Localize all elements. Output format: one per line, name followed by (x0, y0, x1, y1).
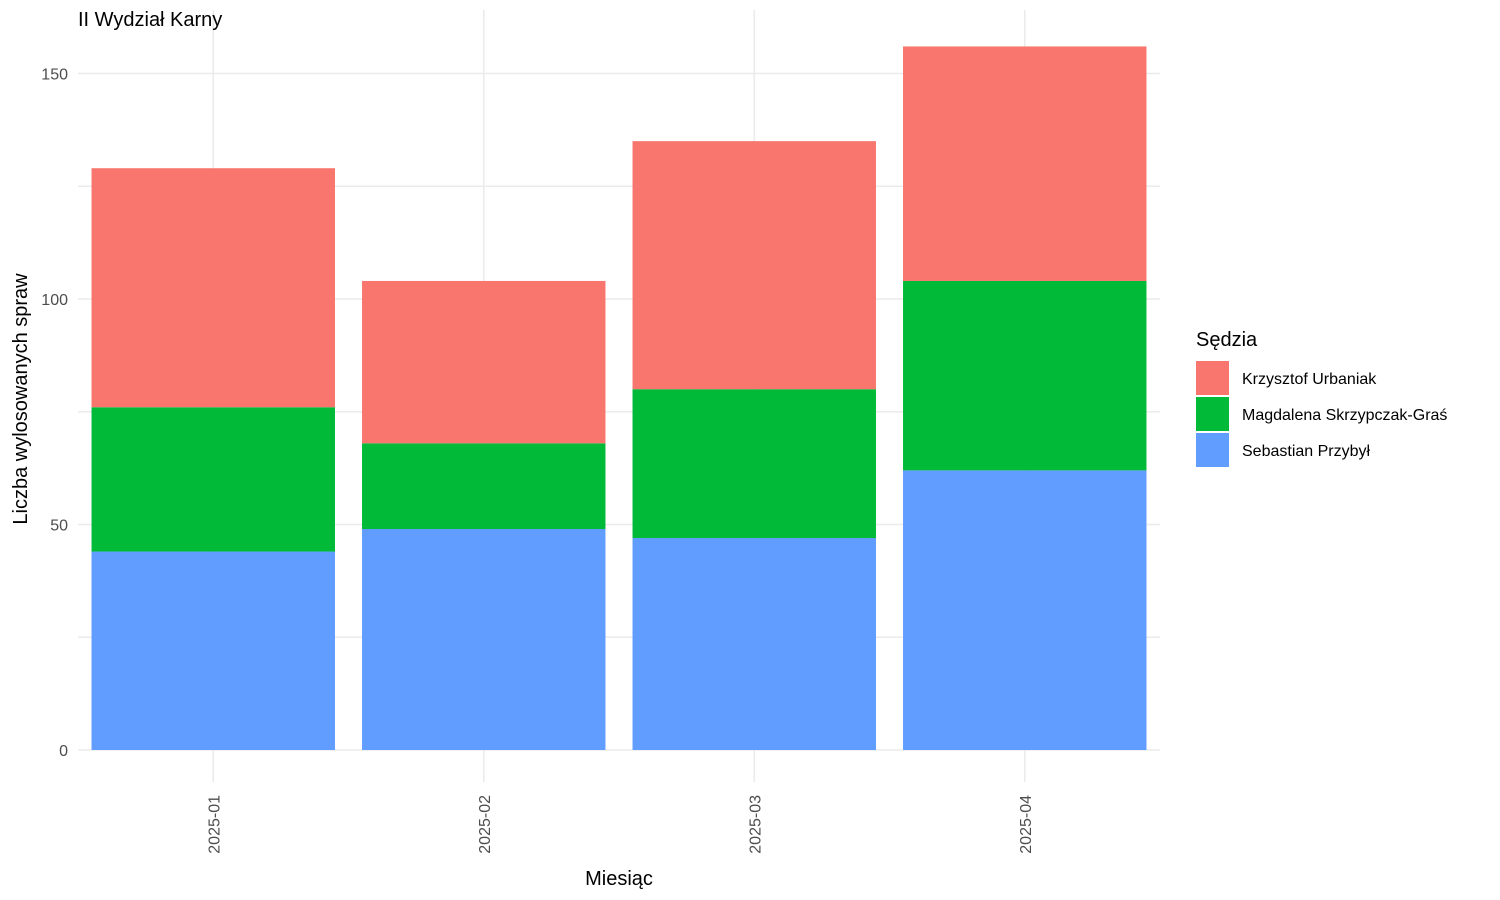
x-tick-label: 2025-02 (477, 795, 494, 854)
y-axis-title: Liczba wylosowanych spraw (10, 273, 32, 525)
x-tick-label: 2025-04 (1018, 795, 1035, 854)
bar-segment-2025-03-magdalena-skrzypczak-gra- (632, 389, 876, 539)
legend: Sędzia Krzysztof Urbaniak Magdalena Skrzy… (1196, 329, 1447, 467)
legend-title: Sędzia (1196, 329, 1258, 351)
legend-items: Krzysztof Urbaniak Magdalena Skrzypczak-G… (1196, 361, 1447, 467)
bar-segment-2025-02-krzysztof-urbaniak (362, 280, 606, 444)
x-axis-title: Miesiąc (585, 868, 653, 890)
bars-layer (91, 46, 1147, 750)
bar-segment-2025-03-sebastian-przyby- (632, 538, 876, 750)
legend-key (1196, 361, 1229, 395)
bar-segment-2025-03-krzysztof-urbaniak (632, 141, 876, 390)
x-tick-label: 2025-01 (206, 795, 223, 854)
y-tick-label: 150 (41, 67, 68, 84)
y-tick-label: 0 (59, 743, 68, 760)
y-axis-ticks: 0 50 100 150 (41, 67, 68, 761)
bar-segment-2025-04-magdalena-skrzypczak-gra- (903, 280, 1147, 471)
legend-key (1196, 433, 1229, 467)
x-tick-label: 2025-03 (747, 795, 764, 854)
bar-segment-2025-02-sebastian-przyby- (362, 529, 606, 750)
y-tick-label: 50 (50, 518, 68, 535)
x-axis-ticks: 2025-01 2025-02 2025-03 2025-04 (206, 795, 1035, 854)
bar-segment-2025-04-sebastian-przyby- (903, 470, 1147, 750)
y-tick-label: 100 (41, 292, 68, 309)
chart-title: II Wydział Karny (78, 9, 222, 31)
legend-label: Sebastian Przybył (1242, 443, 1371, 460)
bar-segment-2025-01-krzysztof-urbaniak (91, 168, 335, 408)
bar-segment-2025-02-magdalena-skrzypczak-gra- (362, 443, 606, 530)
legend-label: Krzysztof Urbaniak (1242, 371, 1377, 388)
bar-segment-2025-01-magdalena-skrzypczak-gra- (91, 407, 335, 552)
bar-segment-2025-04-krzysztof-urbaniak (903, 46, 1147, 281)
legend-label: Magdalena Skrzypczak-Graś (1242, 407, 1447, 424)
legend-key (1196, 397, 1229, 431)
bar-segment-2025-01-sebastian-przyby- (91, 551, 335, 750)
